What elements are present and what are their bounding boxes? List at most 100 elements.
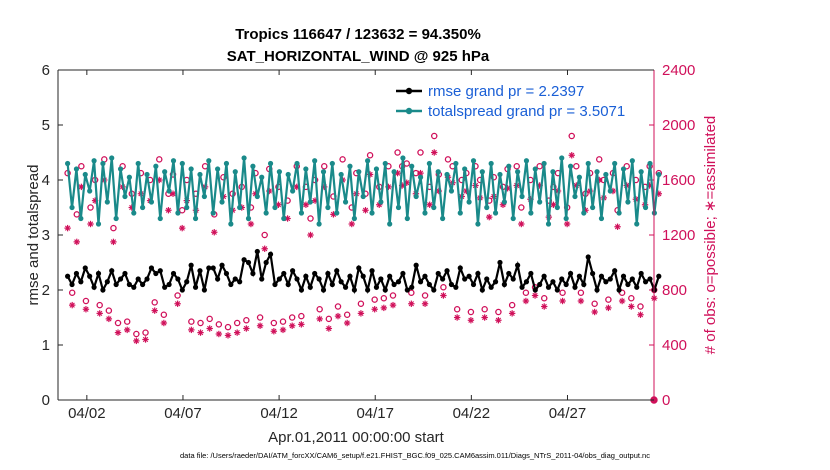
asterisk-stroke <box>344 320 350 326</box>
assimilated-obs-marker <box>133 337 140 345</box>
possible-obs-marker <box>298 312 305 320</box>
assimilated-obs-marker <box>160 319 168 327</box>
totalspread-point <box>387 221 393 227</box>
totalspread-point <box>431 204 437 211</box>
assimilated-obs-marker <box>73 238 80 246</box>
y-right-tick-label: 0 <box>662 392 670 409</box>
totalspread-point <box>444 171 450 178</box>
y-right-tick-label: 1200 <box>662 227 695 244</box>
assimilated-obs-marker <box>577 297 585 305</box>
assimilated-obs-marker <box>215 330 223 338</box>
totalspread-point <box>206 158 212 164</box>
totalspread-point <box>519 193 525 200</box>
y-left-tick-label: 1 <box>42 337 50 354</box>
rmse-point <box>294 276 300 282</box>
rmse-point <box>223 270 230 277</box>
assimilated-obs-marker <box>380 304 388 312</box>
asterisk-stroke <box>605 305 612 311</box>
totalspread-point <box>162 169 168 175</box>
totalspread-point <box>598 215 605 222</box>
asterisk-stroke <box>372 306 378 312</box>
rmse-point <box>148 265 155 271</box>
rmse-point <box>537 281 543 288</box>
asterisk-stroke <box>495 317 502 323</box>
possible-obs-marker <box>573 162 580 170</box>
totalspread-point <box>197 171 203 178</box>
y-left-tick-label: 4 <box>42 172 50 189</box>
asterisk-stroke <box>426 202 433 208</box>
totalspread-point <box>148 199 155 205</box>
totalspread-point <box>320 169 327 175</box>
rmse-point <box>506 270 512 277</box>
rmse-point <box>87 273 93 279</box>
assimilated-obs-marker <box>178 224 186 232</box>
possible-obs-marker <box>256 314 264 321</box>
assimilated-obs-marker <box>408 300 415 307</box>
possible-obs-marker <box>178 206 186 214</box>
rmse-point <box>298 287 305 293</box>
rmse-point <box>444 268 450 274</box>
rmse-point <box>519 284 525 290</box>
possible-obs-marker <box>568 132 575 140</box>
asterisk-stroke <box>161 320 167 326</box>
asterisk-stroke <box>431 149 437 156</box>
assimilated-obs-marker <box>371 306 378 313</box>
totalspread-point <box>466 199 472 205</box>
rmse-point <box>440 276 446 282</box>
possible-obs-marker <box>440 283 447 291</box>
asterisk-stroke <box>541 303 547 310</box>
asterisk-stroke <box>124 327 130 333</box>
assimilated-obs-marker <box>64 224 71 232</box>
asterisk-stroke <box>358 310 364 317</box>
assimilated-obs-marker <box>637 311 644 318</box>
asterisk-stroke <box>74 239 80 245</box>
y-right-tick-label: 2000 <box>662 117 695 134</box>
rmse-point <box>320 287 327 293</box>
rmse-point <box>616 287 622 293</box>
assimilated-obs-marker <box>389 301 397 309</box>
rmse-point <box>267 251 274 257</box>
totalspread-point <box>109 155 115 161</box>
totalspread-point <box>316 221 322 227</box>
possible-obs-marker <box>110 224 117 232</box>
totalspread-point <box>325 204 331 211</box>
asterisk-stroke <box>390 302 396 308</box>
totalspread-point <box>510 215 516 222</box>
rmse-point <box>215 276 221 282</box>
asterisk-stroke <box>115 329 121 336</box>
y-left-tick-label: 5 <box>42 117 50 134</box>
x-tick-label: 04/12 <box>260 405 298 422</box>
totalspread-point <box>532 166 538 172</box>
rmse-point <box>179 287 185 293</box>
rmse-point <box>462 276 468 282</box>
rmse-point <box>488 284 494 290</box>
possible-obs-marker <box>444 156 452 163</box>
rmse-point <box>303 273 309 279</box>
rmse-point <box>197 268 203 274</box>
asterisk-stroke <box>481 314 488 321</box>
y-right-tick-label: 2400 <box>662 62 695 79</box>
totalspread-point <box>95 221 102 227</box>
rmse-point <box>497 259 503 266</box>
possible-obs-marker <box>522 289 530 296</box>
totalspread-point <box>272 204 278 211</box>
rmse-point <box>369 268 375 274</box>
totalspread-point <box>629 158 635 164</box>
totalspread-point <box>545 221 552 227</box>
possible-obs-marker <box>270 319 278 327</box>
asterisk-stroke <box>394 170 401 176</box>
totalspread-point <box>65 160 71 167</box>
assimilated-obs-marker <box>426 201 433 208</box>
rmse-point <box>325 270 331 277</box>
assimilated-obs-marker <box>518 220 525 228</box>
totalspread-point <box>131 210 137 216</box>
possible-obs-marker <box>114 319 122 327</box>
assimilated-obs-marker <box>224 332 232 339</box>
totalspread-point <box>170 158 177 164</box>
rmse-point <box>228 281 234 288</box>
rmse-point <box>316 276 322 282</box>
totalspread-point <box>603 171 609 178</box>
possible-obs-marker <box>68 289 76 296</box>
asterisk-stroke <box>303 202 309 208</box>
